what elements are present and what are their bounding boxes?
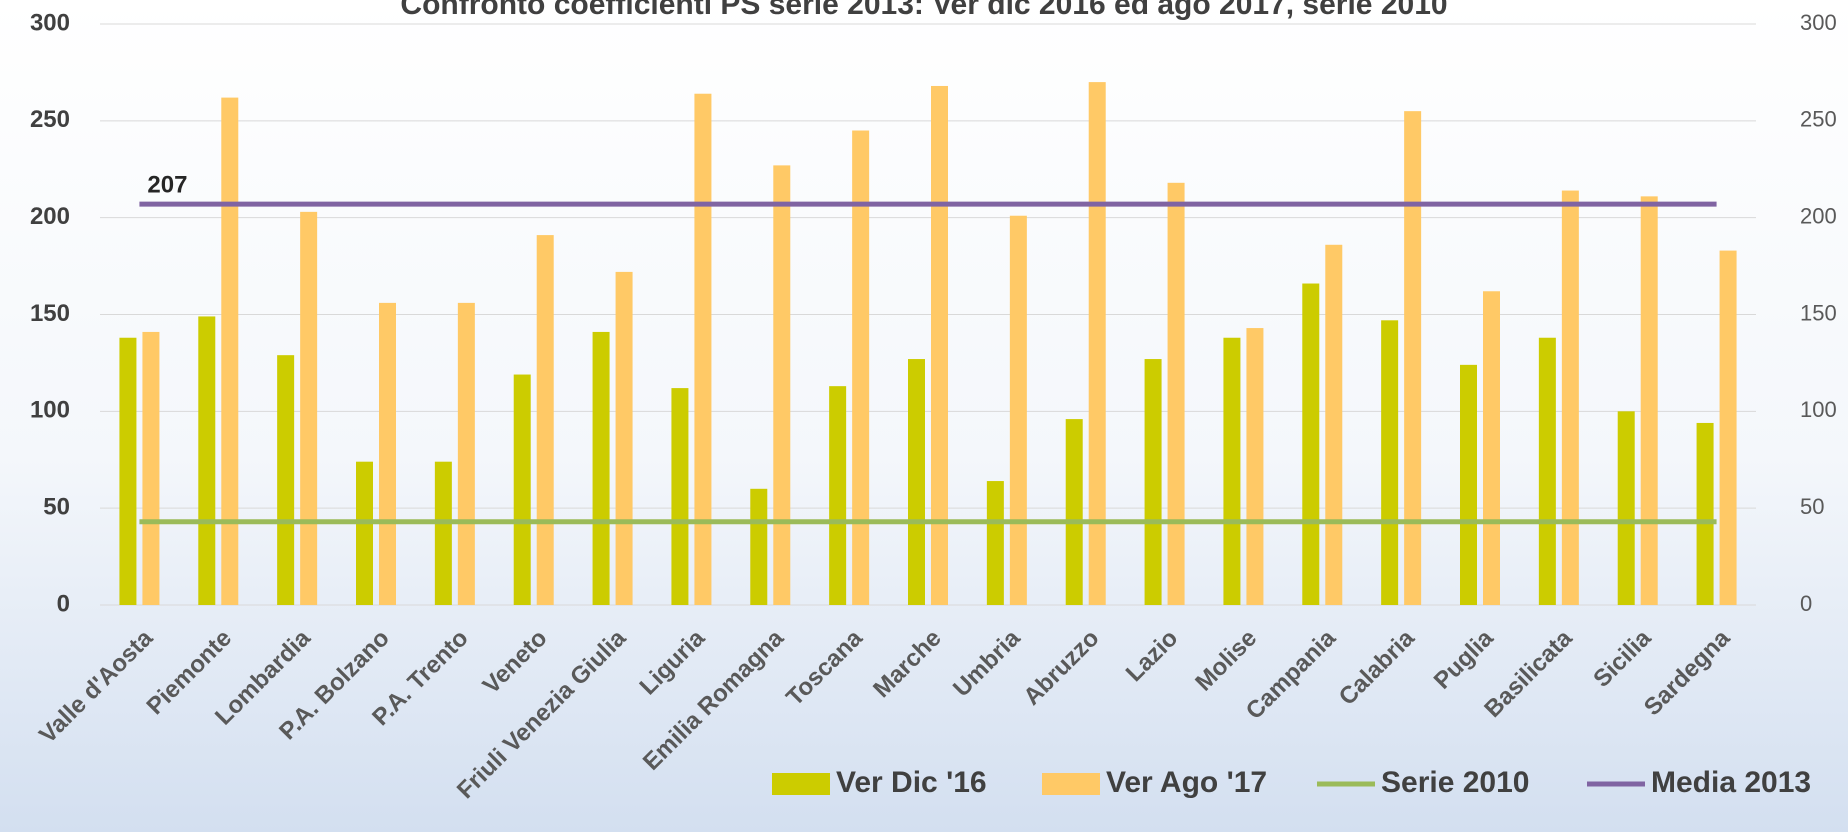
bar — [379, 302, 396, 605]
bar — [198, 316, 216, 605]
data-label: 207 — [147, 171, 187, 198]
bar — [1302, 283, 1320, 605]
y2-tick-label: 200 — [1800, 203, 1837, 228]
bar — [750, 488, 768, 605]
y-tick-label: 0 — [57, 590, 70, 617]
bar — [1088, 82, 1106, 606]
chart-title: Confronto coefficienti PS serie 2013: Ve… — [400, 0, 1447, 21]
y-tick-label: 150 — [30, 300, 70, 327]
bar — [694, 93, 712, 605]
bar — [1381, 320, 1399, 605]
bar — [1719, 250, 1737, 605]
bar — [829, 386, 847, 605]
y-tick-label: 300 — [30, 9, 70, 36]
bar — [1223, 337, 1241, 605]
bar — [300, 211, 318, 605]
y2-tick-label: 0 — [1800, 591, 1812, 616]
y2-tick-label: 100 — [1800, 397, 1837, 422]
bar — [773, 165, 791, 606]
bar — [931, 85, 948, 606]
bar — [1538, 337, 1556, 605]
bar — [1617, 411, 1635, 605]
bar — [1561, 190, 1579, 605]
bar — [986, 481, 1004, 605]
legend-swatch — [1042, 773, 1100, 795]
legend-label: Media 2013 — [1651, 766, 1811, 799]
bar — [356, 461, 373, 605]
bar — [615, 271, 633, 605]
bar — [434, 461, 452, 605]
legend-label: Ver Ago '17 — [1106, 766, 1267, 799]
bar — [1640, 196, 1658, 605]
y-tick-label: 50 — [43, 494, 70, 521]
bar — [908, 359, 925, 605]
legend-label: Ver Dic '16 — [836, 766, 987, 799]
y-tick-label: 250 — [30, 106, 70, 133]
bar — [1065, 419, 1083, 605]
y2-tick-label: 150 — [1800, 300, 1837, 325]
bar — [1009, 215, 1027, 606]
bar — [592, 331, 610, 605]
bar — [1696, 422, 1714, 605]
bar — [1167, 182, 1185, 605]
y2-tick-label: 50 — [1800, 494, 1824, 519]
bar — [513, 374, 531, 605]
bar — [1460, 364, 1477, 605]
legend-swatch — [772, 773, 830, 795]
y2-tick-label: 300 — [1800, 10, 1837, 35]
bar — [277, 355, 295, 605]
y2-tick-label: 250 — [1800, 107, 1837, 132]
bar — [119, 337, 137, 605]
y-tick-label: 200 — [30, 203, 70, 230]
bar — [1246, 328, 1264, 605]
bar — [1144, 359, 1162, 605]
legend-label: Serie 2010 — [1381, 766, 1529, 799]
y-tick-label: 100 — [30, 397, 70, 424]
bar — [671, 388, 689, 605]
bar — [221, 97, 239, 606]
bar — [1404, 111, 1422, 606]
bar — [457, 302, 475, 605]
bar — [1325, 244, 1343, 605]
bar — [142, 331, 160, 605]
bar — [536, 235, 554, 605]
bar — [852, 130, 870, 605]
bar — [1483, 291, 1500, 605]
